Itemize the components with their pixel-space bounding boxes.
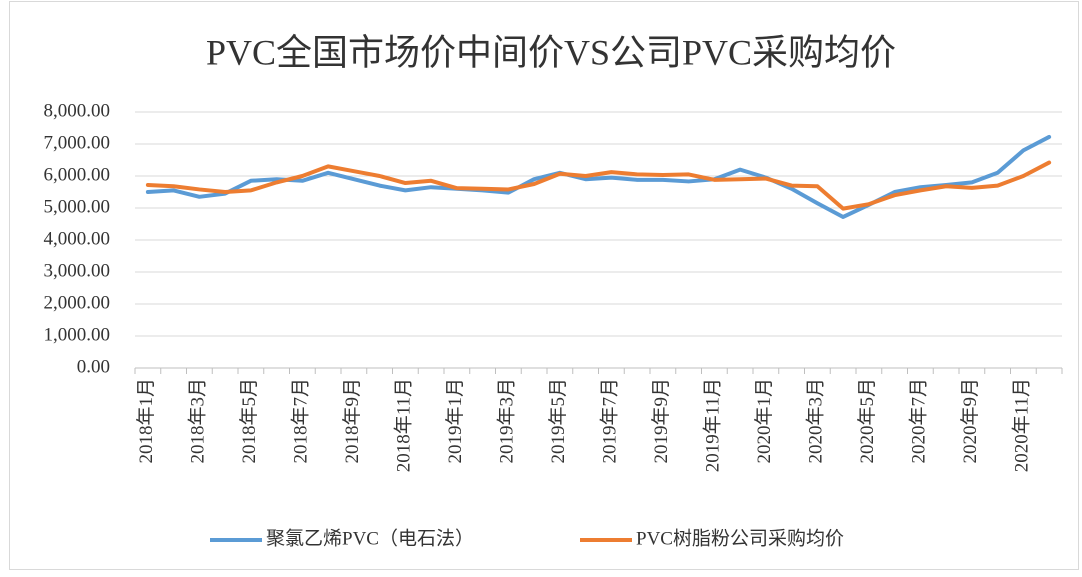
- x-tick-label: 2020年7月: [908, 378, 930, 464]
- x-tick-label: 2020年3月: [805, 378, 827, 464]
- x-tick-label: 2018年3月: [187, 378, 209, 464]
- y-tick-label: 3,000.00: [44, 260, 111, 281]
- series-line: [145, 160, 1052, 211]
- x-tick-label: 2020年5月: [856, 378, 878, 464]
- x-tick-label: 2018年5月: [238, 378, 260, 464]
- y-tick-label: 6,000.00: [44, 164, 111, 185]
- x-tick-label: 2018年7月: [290, 378, 312, 464]
- y-tick-label: 5,000.00: [44, 196, 111, 217]
- x-tick-label: 2020年9月: [959, 378, 981, 464]
- y-tick-label: 4,000.00: [44, 228, 111, 249]
- y-tick-label: 7,000.00: [44, 132, 111, 153]
- x-tick-label: 2018年1月: [135, 378, 157, 464]
- chart-title: PVC全国市场价中间价VS公司PVC采购均价: [206, 32, 896, 72]
- x-tick-label: 2018年11月: [393, 378, 415, 472]
- x-tick-label: 2020年11月: [1011, 378, 1033, 472]
- x-tick-label: 2019年7月: [599, 378, 621, 464]
- y-tick-label: 8,000.00: [44, 100, 111, 121]
- x-tick-label: 2019年1月: [444, 378, 466, 464]
- legend-label: PVC树脂粉公司采购均价: [636, 527, 844, 549]
- x-tick-label: 2019年9月: [650, 378, 672, 464]
- y-tick-label: 0.00: [77, 356, 110, 377]
- series-line: [145, 134, 1052, 219]
- x-tick-label: 2019年11月: [702, 378, 724, 472]
- x-tick-label: 2020年1月: [753, 378, 775, 464]
- y-tick-label: 2,000.00: [44, 292, 111, 313]
- x-tick-label: 2019年3月: [496, 378, 518, 464]
- x-tick-label: 2019年5月: [547, 378, 569, 464]
- legend-label: 聚氯乙烯PVC（电石法）: [266, 527, 474, 549]
- x-tick-label: 2018年9月: [341, 378, 363, 464]
- y-tick-label: 1,000.00: [44, 324, 111, 345]
- chart-border: [9, 1, 1079, 570]
